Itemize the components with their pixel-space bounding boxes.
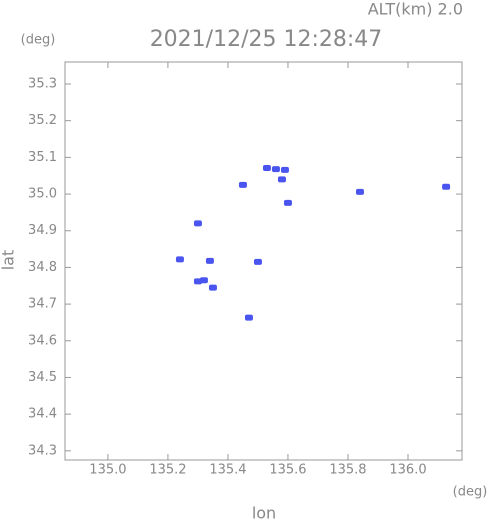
y-tick-label: 35.0 (28, 187, 57, 202)
x-tick-label: 135.2 (149, 463, 186, 478)
y-tick-label: 34.3 (28, 443, 57, 458)
echo-point (193, 278, 202, 285)
y-tick-label: 34.4 (28, 407, 57, 422)
echo-point (193, 220, 202, 227)
y-tick-label: 34.9 (28, 223, 57, 238)
echo-point (277, 176, 286, 183)
y-tick-label: 34.6 (28, 333, 57, 348)
echo-point (208, 284, 217, 291)
y-unit: (deg) (21, 33, 56, 48)
echo-point (238, 181, 247, 188)
echo-point (175, 256, 184, 263)
echo-point (355, 188, 364, 195)
subtitle: ALT(km) 2.0 (368, 0, 463, 19)
echo-point (244, 314, 253, 321)
echo-point (283, 199, 292, 206)
y-tick-label: 34.7 (28, 297, 57, 312)
x-tick-label: 135.0 (89, 463, 126, 478)
echo-point (262, 165, 271, 172)
echo-point (280, 166, 289, 173)
echo-point (271, 166, 280, 173)
echo-point (253, 258, 262, 265)
chart-title: 2021/12/25 12:28:47 (150, 27, 383, 52)
y-tick-label: 34.8 (28, 260, 57, 275)
x-tick-label: 136.0 (389, 463, 426, 478)
echo-point (199, 277, 208, 284)
y-axis-label: lat (0, 250, 18, 271)
y-tick-label: 34.5 (28, 370, 57, 385)
x-tick-label: 135.4 (209, 463, 246, 478)
plot-frame (64, 61, 463, 461)
echo-point (442, 183, 451, 190)
x-axis-label: lon (252, 504, 276, 521)
y-tick-label: 35.2 (28, 113, 57, 128)
y-tick-label: 35.1 (28, 150, 57, 165)
x-tick-label: 135.6 (269, 463, 306, 478)
x-tick-label: 135.8 (329, 463, 366, 478)
y-tick-label: 35.3 (28, 77, 57, 92)
x-unit: (deg) (453, 485, 488, 500)
echo-point (205, 257, 214, 264)
